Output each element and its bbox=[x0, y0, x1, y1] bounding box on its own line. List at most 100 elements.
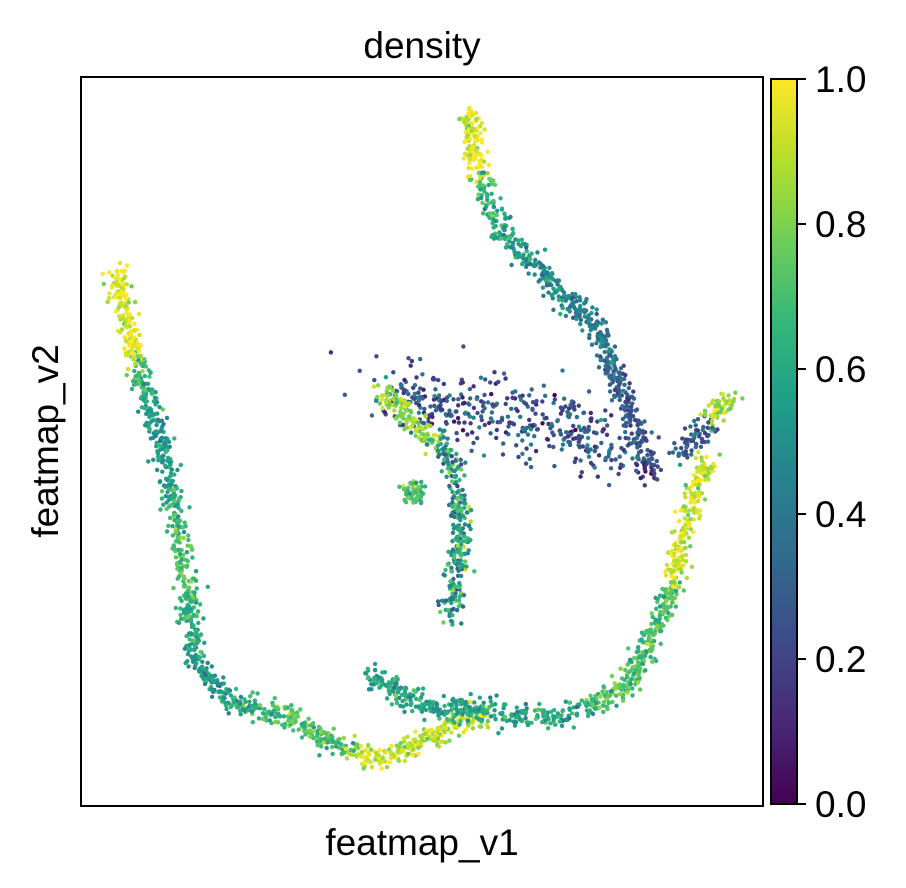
data-point bbox=[149, 409, 154, 414]
data-point bbox=[479, 414, 484, 419]
data-point bbox=[540, 412, 545, 417]
data-point bbox=[593, 693, 598, 699]
data-point bbox=[462, 522, 468, 527]
data-point bbox=[635, 680, 641, 685]
data-point bbox=[464, 727, 469, 732]
data-point bbox=[520, 451, 525, 456]
data-point bbox=[724, 399, 729, 404]
data-point bbox=[632, 655, 637, 661]
data-point bbox=[551, 444, 556, 450]
data-point bbox=[169, 467, 174, 472]
data-point bbox=[635, 422, 640, 427]
data-point bbox=[445, 436, 450, 441]
data-point bbox=[350, 741, 356, 746]
data-point bbox=[672, 441, 677, 446]
data-point bbox=[528, 464, 534, 470]
data-point bbox=[154, 467, 160, 473]
data-point bbox=[120, 290, 126, 295]
data-point bbox=[203, 668, 209, 673]
data-point bbox=[415, 420, 421, 425]
data-point bbox=[545, 437, 551, 442]
data-point bbox=[631, 664, 636, 670]
data-point bbox=[458, 495, 464, 500]
data-point bbox=[447, 738, 452, 743]
data-point bbox=[641, 456, 646, 461]
data-point bbox=[145, 381, 151, 386]
data-point bbox=[497, 420, 503, 425]
data-point bbox=[126, 300, 131, 305]
data-point bbox=[484, 204, 489, 209]
data-point bbox=[489, 234, 494, 239]
data-point bbox=[349, 752, 355, 757]
data-point bbox=[387, 384, 392, 389]
data-point bbox=[445, 466, 451, 471]
data-point bbox=[608, 466, 614, 471]
data-point bbox=[661, 602, 666, 607]
data-point bbox=[248, 694, 253, 699]
data-point bbox=[516, 432, 521, 438]
data-point bbox=[218, 689, 223, 694]
data-point bbox=[140, 369, 145, 374]
data-point bbox=[147, 426, 152, 432]
data-point bbox=[132, 328, 137, 333]
data-point bbox=[618, 366, 624, 371]
data-point bbox=[721, 396, 726, 401]
data-point bbox=[502, 236, 508, 241]
data-point bbox=[441, 381, 446, 387]
data-point bbox=[404, 702, 409, 707]
data-point bbox=[474, 715, 479, 720]
data-point bbox=[136, 349, 142, 354]
data-point bbox=[428, 708, 433, 714]
data-point bbox=[596, 453, 602, 458]
data-point bbox=[453, 458, 458, 464]
data-point bbox=[617, 454, 622, 459]
data-point bbox=[481, 159, 487, 164]
data-point bbox=[469, 166, 475, 171]
data-point bbox=[486, 725, 491, 730]
data-point bbox=[658, 609, 663, 615]
data-point bbox=[672, 580, 677, 585]
data-point bbox=[476, 158, 482, 164]
data-point bbox=[604, 369, 610, 374]
data-point bbox=[637, 687, 643, 692]
data-point bbox=[685, 455, 690, 460]
data-point bbox=[153, 390, 158, 395]
data-point bbox=[437, 452, 442, 457]
data-point bbox=[602, 349, 607, 355]
data-point bbox=[201, 653, 207, 659]
data-point bbox=[684, 575, 689, 581]
data-point bbox=[697, 482, 702, 487]
data-point bbox=[686, 486, 692, 491]
data-point bbox=[482, 422, 487, 428]
data-point bbox=[428, 404, 433, 409]
data-point bbox=[534, 402, 539, 407]
data-point bbox=[462, 493, 467, 498]
data-point bbox=[507, 718, 512, 723]
data-point bbox=[409, 481, 414, 486]
data-point bbox=[689, 452, 694, 457]
data-point bbox=[194, 614, 199, 619]
data-point bbox=[574, 711, 580, 716]
data-point bbox=[382, 750, 388, 755]
data-point bbox=[454, 409, 459, 414]
data-point bbox=[186, 614, 191, 619]
data-point bbox=[147, 374, 152, 379]
data-point bbox=[510, 395, 515, 400]
data-point bbox=[479, 719, 484, 724]
data-point bbox=[383, 375, 389, 380]
data-point bbox=[142, 373, 147, 379]
data-point bbox=[465, 718, 471, 723]
data-point bbox=[644, 629, 650, 634]
data-point bbox=[626, 397, 631, 402]
data-point bbox=[563, 404, 568, 409]
data-point bbox=[558, 411, 564, 416]
data-point bbox=[427, 701, 432, 706]
data-point bbox=[672, 529, 677, 534]
data-point bbox=[470, 113, 475, 118]
data-point bbox=[496, 379, 501, 385]
data-point bbox=[389, 743, 394, 748]
data-point bbox=[552, 463, 557, 469]
data-point bbox=[185, 591, 191, 596]
data-point bbox=[686, 523, 692, 529]
data-point bbox=[619, 687, 625, 693]
